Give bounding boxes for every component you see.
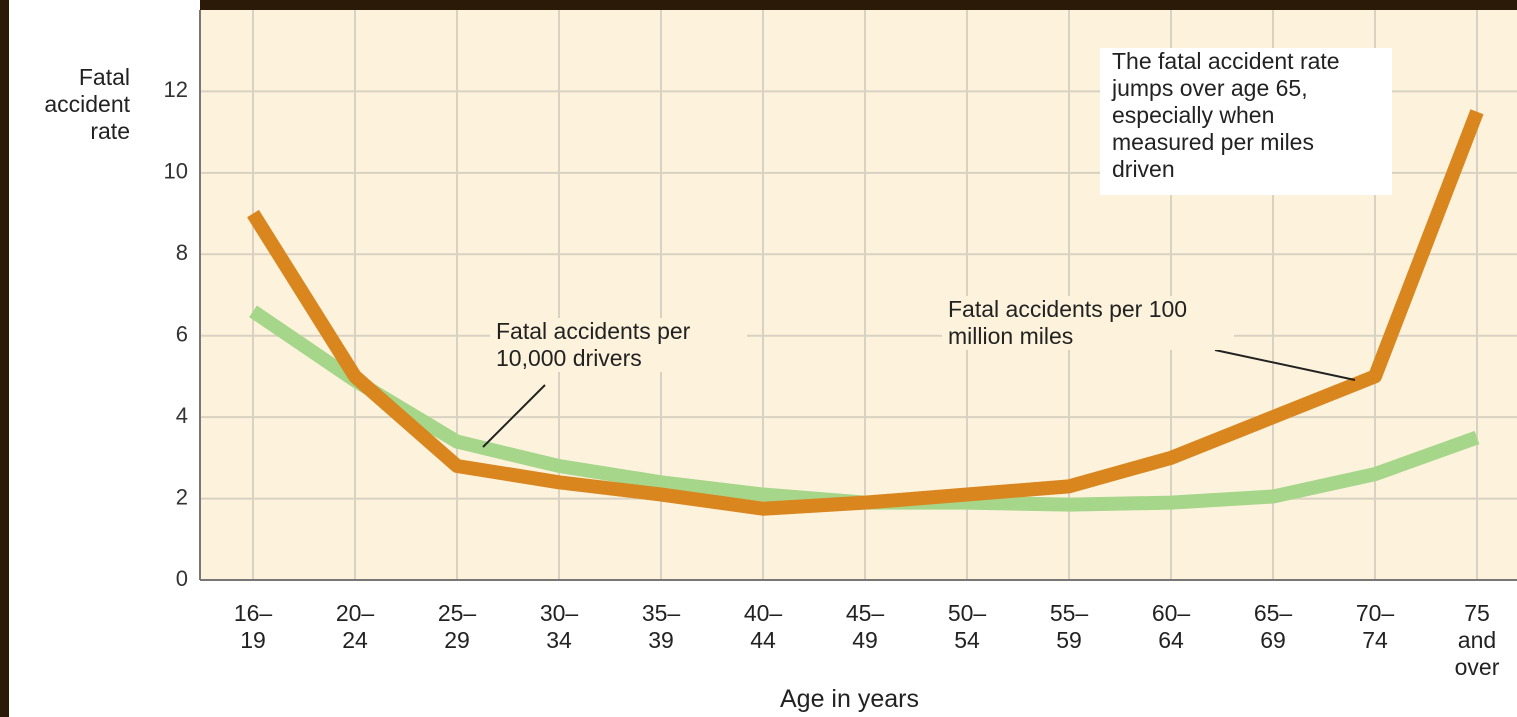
x-tick-label: 50–54 [947,600,987,653]
x-tick-label: 45–49 [845,600,885,653]
y-tick-label: 0 [176,566,188,591]
y-tick-label: 6 [176,322,188,347]
x-tick-label: 25–29 [437,600,477,653]
y-tick-label: 10 [164,159,188,184]
y-tick-label: 8 [176,240,188,265]
series-label: Fatal accidents per 10,000 drivers [490,318,747,372]
x-tick-label: 35–39 [641,600,681,653]
x-tick-label: 16–19 [233,600,273,653]
left-border [0,0,9,717]
x-tick-label: 30–34 [539,600,579,653]
top-border [200,0,1517,10]
y-tick-label: 12 [164,77,188,102]
x-tick-label: 75 and over [1454,600,1500,680]
x-tick-label: 55–59 [1049,600,1089,653]
x-tick-label: 40–44 [743,600,783,653]
y-axis-label: Fatal accident rate [44,64,130,144]
leader-line [482,384,546,448]
series-label: Fatal accidents per 100 million miles [942,296,1234,350]
x-tick-label: 70–74 [1355,600,1395,653]
x-tick-label: 20–24 [335,600,375,653]
annotation: The fatal accident rate jumps over age 6… [1100,48,1392,195]
y-tick-label: 2 [176,484,188,509]
y-tick-label: 4 [176,403,188,428]
x-axis-label: Age in years [780,685,919,713]
x-tick-label: 60–64 [1151,600,1191,653]
series-line [247,109,1484,516]
leader-line [1214,349,1356,381]
x-tick-label: 65–69 [1253,600,1293,653]
